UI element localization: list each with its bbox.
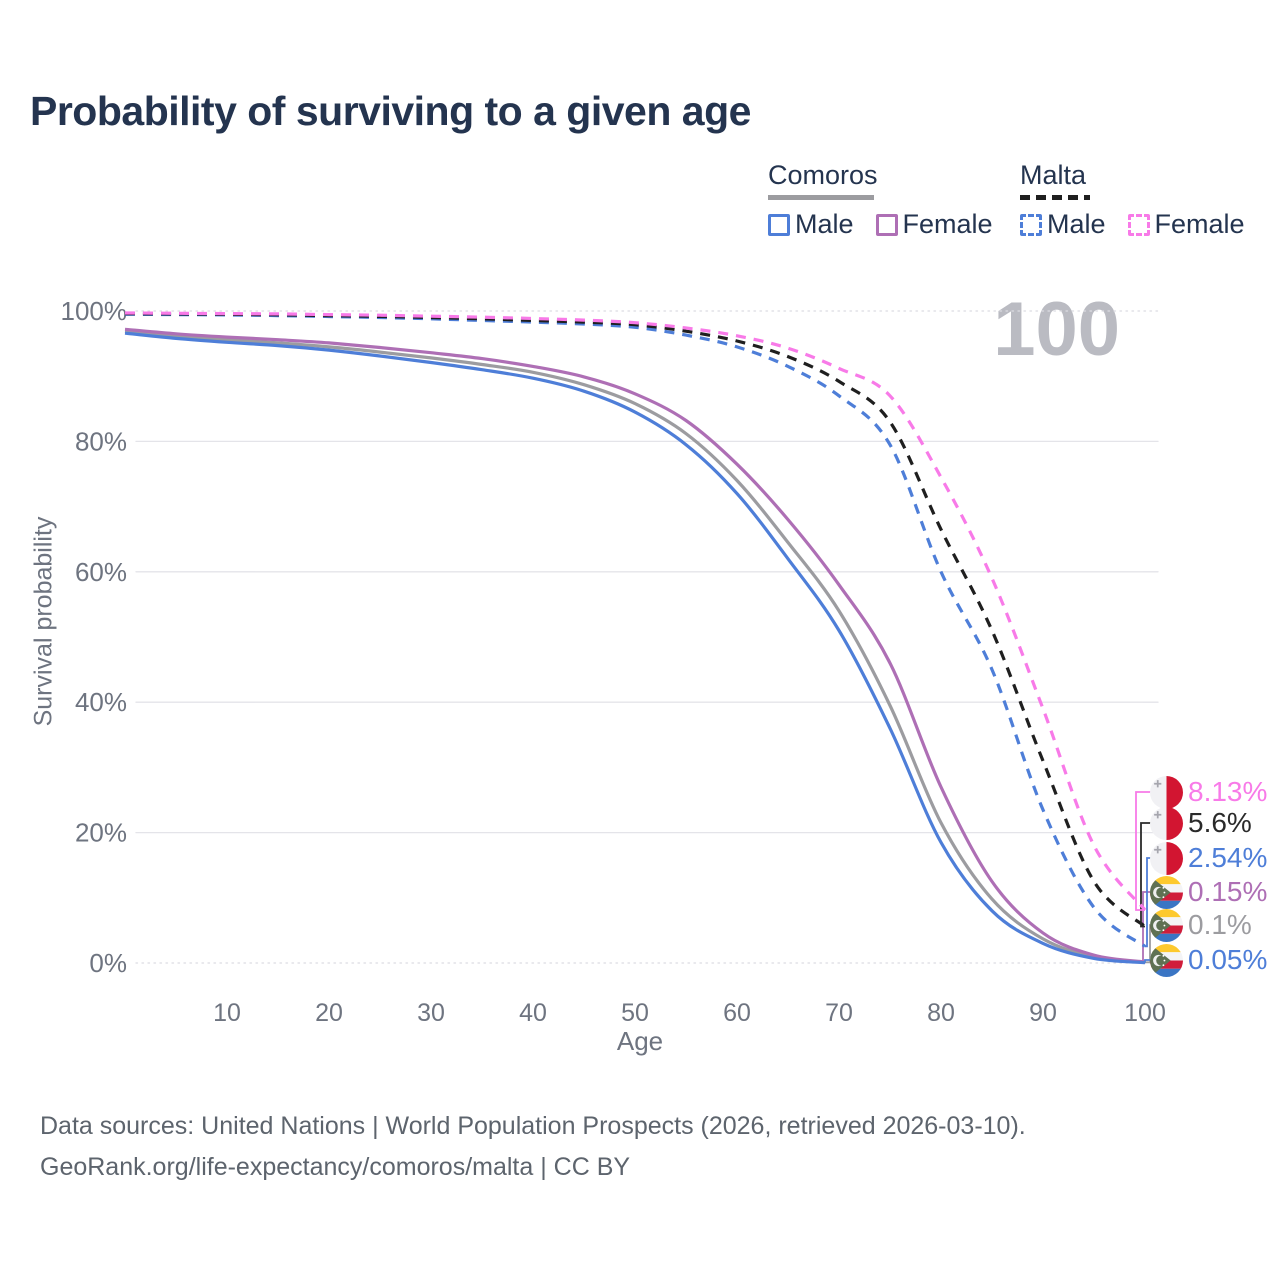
end-value: 0.05% [1188, 944, 1268, 975]
malta-flag-icon [1150, 806, 1183, 840]
legend-label: Female [902, 209, 993, 239]
end-value: 8.13% [1188, 776, 1268, 807]
end-label-comoros-all: 0.1% [1150, 908, 1252, 942]
x-tick-label-100: 100 [1124, 999, 1166, 1027]
legend-group-comoros: Comoros Male Female [768, 160, 993, 240]
end-value: 5.6% [1188, 807, 1252, 838]
x-tick-label-80: 80 [927, 999, 955, 1027]
malta-flag-icon [1150, 841, 1183, 875]
series-line-malta-male [124, 312, 1146, 948]
malta-female-swatch-icon [1127, 213, 1150, 236]
legend-item-malta-female[interactable]: Female [1127, 209, 1245, 240]
footer-line-2: GeoRank.org/life-expectancy/comoros/malt… [40, 1153, 631, 1181]
malta-male-swatch-icon [1020, 213, 1042, 236]
y-tick-label-100: 100% [61, 296, 128, 326]
malta-flag-icon [1150, 775, 1183, 809]
comoros-flag-icon [1150, 875, 1183, 909]
y-tick-label-20: 20% [75, 818, 127, 848]
legend-label: Male [1047, 209, 1106, 239]
x-tick-label-40: 40 [519, 999, 547, 1027]
end-label-malta-male: 2.54% [1150, 841, 1267, 875]
legend-underline-malta-dashed [1020, 195, 1090, 200]
series-line-comoros-both-sexes [124, 329, 1146, 964]
series-line-comoros-female [124, 327, 1146, 964]
end-value: 0.15% [1188, 876, 1268, 907]
x-tick-label-50: 50 [621, 999, 649, 1027]
leader-line-malta-both-sexes [1140, 822, 1154, 928]
legend-item-malta-male[interactable]: Male [1020, 209, 1106, 240]
end-label-comoros-male: 0.05% [1150, 943, 1267, 977]
comoros-flag-icon [1150, 908, 1183, 942]
comoros-flag-icon [1150, 943, 1183, 977]
end-label-malta-all: 5.6% [1150, 806, 1252, 840]
legend-item-comoros-male[interactable]: Male [768, 209, 854, 240]
legend-underline-comoros-solid [768, 195, 874, 200]
footer-line-1: Data sources: United Nations | World Pop… [40, 1112, 1026, 1140]
y-tick-label-60: 60% [75, 557, 127, 587]
x-axis-title: Age [616, 1026, 664, 1056]
y-tick-label-80: 80% [75, 426, 127, 456]
y-tick-label-40: 40% [75, 687, 127, 717]
comoros-female-swatch-icon [875, 213, 898, 236]
comoros-male-swatch-icon [768, 213, 790, 236]
legend-group-malta: Malta Male Female [1020, 160, 1245, 240]
series-line-malta-both-sexes [124, 312, 1147, 928]
series-line-comoros-male [124, 331, 1146, 965]
legend-label: Female [1154, 209, 1245, 239]
x-tick-label-30: 30 [417, 999, 445, 1027]
x-tick-label-60: 60 [723, 999, 751, 1027]
x-tick-label-10: 10 [213, 999, 241, 1027]
data-source-footer: Data sources: United Nations | World Pop… [40, 1106, 1026, 1188]
legend-item-comoros-female[interactable]: Female [875, 209, 993, 240]
age-watermark: 100 [993, 287, 1120, 372]
end-value: 2.54% [1188, 842, 1268, 873]
leader-line-malta-female [1135, 791, 1154, 911]
legend-title-comoros: Comoros [768, 160, 878, 190]
x-tick-label-90: 90 [1029, 999, 1057, 1027]
x-tick-label-20: 20 [315, 999, 343, 1027]
legend-title-malta: Malta [1020, 160, 1087, 190]
series-line-malta-female [124, 311, 1147, 912]
y-axis-title: Survival probability [29, 516, 58, 727]
end-label-comoros-female: 0.15% [1150, 875, 1267, 909]
end-label-malta-female: 8.13% [1150, 775, 1267, 809]
y-tick-label-0: 0% [89, 948, 127, 978]
x-tick-label-70: 70 [825, 999, 853, 1027]
legend-label: Male [795, 209, 854, 239]
page-title: Probability of surviving to a given age [30, 88, 751, 134]
end-value: 0.1% [1188, 909, 1252, 940]
